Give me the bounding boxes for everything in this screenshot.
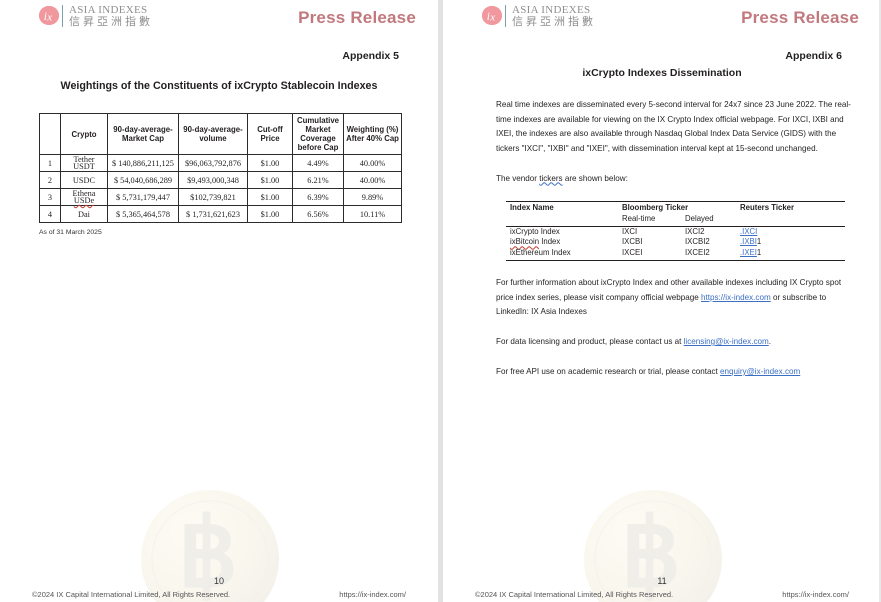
svg-text:x: x <box>46 11 52 23</box>
svg-text:฿: ฿ <box>178 501 238 602</box>
svg-text:฿: ฿ <box>621 501 681 602</box>
svg-text:x: x <box>489 11 495 23</box>
